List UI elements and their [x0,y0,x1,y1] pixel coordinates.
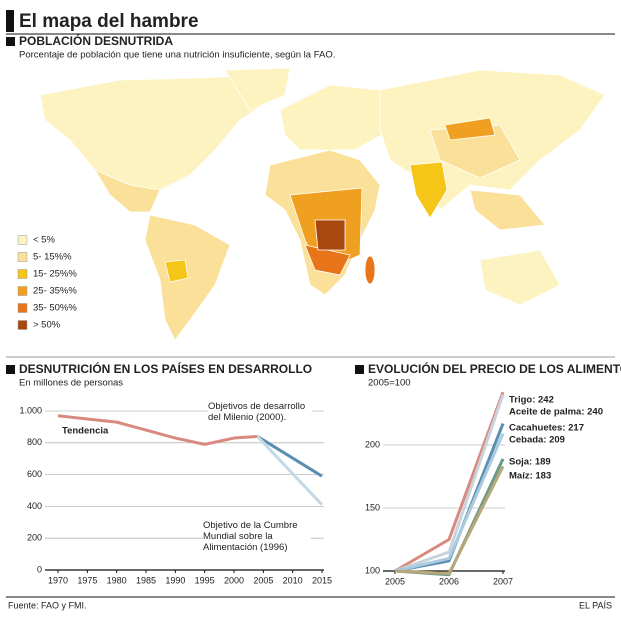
section-mark [6,365,15,374]
series-line [394,391,505,573]
madagascar [364,255,376,285]
x-tick-label: 1970 [48,575,68,585]
central-america [94,169,161,213]
legend-label: > 50% [33,320,61,331]
x-tick-label: 2005 [253,575,273,585]
x-tick-label: 2007 [493,576,513,586]
series-label: Objetivos de desarrollo del Milenio (200… [208,401,312,423]
map-subtitle: Porcentaje de población que tiene una nu… [19,50,335,61]
title-mark [6,10,14,32]
value-label: Cacahuetes: 217 [509,423,584,434]
x-tick-label: 1990 [165,575,185,585]
y-tick-label: 0 [37,564,42,574]
x-tick-label: 1995 [195,575,215,585]
x-tick-label: 2006 [439,576,459,586]
x-tick-label: 1985 [136,575,156,585]
series-line [57,414,258,446]
y-tick-label: 600 [27,469,42,479]
section-mark [355,365,364,374]
value-label: Aceite de palma: 240 [509,407,603,418]
series-line [394,394,505,573]
legend-swatch [17,235,28,245]
brand: EL PAÍS [579,600,612,610]
value-label: Cebada: 209 [509,435,565,446]
y-tick-label: 400 [27,501,42,511]
australia [479,249,561,306]
y-tick-label: 100 [365,565,380,575]
europe [279,84,391,151]
southeast-asia [469,189,546,231]
x-tick-label: 2005 [385,576,405,586]
greenland [224,67,291,111]
legend-label: < 5% [33,235,55,246]
india [409,161,448,219]
chart-title: DESNUTRICIÓN EN LOS PAÍSES EN DESARROLLO [19,361,312,376]
x-tick-label: 2010 [283,575,303,585]
world-map [39,67,606,341]
legend-label: 35- 50%% [33,303,77,314]
y-tick-label: 150 [365,502,380,512]
y-tick-label: 200 [27,533,42,543]
x-tick-label: 1975 [77,575,97,585]
series-line [256,435,323,478]
series-label: Tendencia [62,426,109,437]
chart-subtitle: 2005=100 [368,378,411,389]
chart-title: EVOLUCIÓN DEL PRECIO DE LOS ALIMENTOS [368,361,621,376]
legend-swatch [17,320,28,330]
legend-swatch [17,252,28,262]
legend-label: 15- 25%% [33,269,77,280]
chart-subtitle: En millones de personas [19,378,123,389]
legend-swatch [17,286,28,296]
source: Fuente: FAO y FMI. [8,600,87,610]
mongolia [444,117,496,141]
bolivia [164,259,189,283]
value-label: Maíz: 183 [509,471,551,482]
value-label: Soja: 189 [509,457,551,468]
legend-label: 25- 35%% [33,286,77,297]
y-tick-label: 200 [365,439,380,449]
north-america [39,74,271,191]
drc [314,219,346,251]
x-tick-label: 1980 [107,575,127,585]
series-line [394,465,505,576]
value-label: Trigo: 242 [509,395,554,406]
y-tick-label: 1.000 [19,405,42,415]
series-line [256,435,324,506]
section-mark [6,37,15,46]
y-tick-label: 800 [27,437,42,447]
legend-swatch [17,269,28,279]
legend-label: 5- 15%% [33,252,72,263]
legend-swatch [17,303,28,313]
series-label: Objetivo de la Cumbre Mundial sobre la A… [203,520,311,553]
map-heading: POBLACIÓN DESNUTRIDA [19,33,173,48]
southern-africa [304,244,351,276]
x-tick-label: 2000 [224,575,244,585]
series-line [394,433,505,573]
x-tick-label: 2015 [312,575,332,585]
page-title: El mapa del hambre [19,11,199,32]
